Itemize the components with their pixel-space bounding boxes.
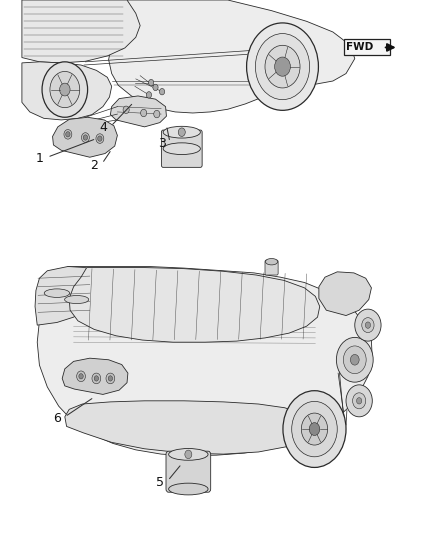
Ellipse shape	[169, 483, 208, 495]
Text: 3: 3	[158, 138, 166, 150]
FancyBboxPatch shape	[265, 260, 278, 275]
FancyBboxPatch shape	[344, 39, 390, 55]
Circle shape	[148, 79, 154, 86]
Circle shape	[94, 376, 99, 381]
Circle shape	[185, 450, 192, 458]
Circle shape	[159, 88, 165, 95]
Polygon shape	[53, 117, 117, 157]
Text: 6: 6	[53, 412, 61, 425]
Circle shape	[301, 413, 328, 445]
FancyBboxPatch shape	[161, 130, 202, 167]
Text: 5: 5	[156, 476, 164, 489]
Circle shape	[60, 83, 70, 96]
Circle shape	[283, 391, 346, 467]
Polygon shape	[69, 268, 320, 342]
Ellipse shape	[64, 295, 88, 304]
Circle shape	[178, 128, 185, 136]
Circle shape	[343, 346, 366, 374]
Circle shape	[275, 57, 290, 76]
Circle shape	[154, 110, 160, 118]
Text: 1: 1	[35, 152, 43, 165]
Circle shape	[292, 401, 337, 457]
Polygon shape	[37, 266, 372, 456]
Polygon shape	[109, 0, 355, 113]
Circle shape	[353, 393, 366, 409]
Circle shape	[309, 423, 320, 435]
Ellipse shape	[169, 449, 208, 460]
Polygon shape	[62, 358, 128, 394]
Polygon shape	[35, 266, 95, 325]
Polygon shape	[65, 401, 311, 454]
Circle shape	[247, 23, 318, 110]
Circle shape	[255, 34, 310, 100]
Circle shape	[336, 337, 373, 382]
Ellipse shape	[163, 126, 200, 138]
Circle shape	[108, 376, 113, 381]
Circle shape	[42, 62, 88, 117]
Circle shape	[96, 134, 104, 143]
Circle shape	[350, 354, 359, 365]
Ellipse shape	[163, 143, 200, 155]
Circle shape	[106, 373, 115, 384]
Circle shape	[83, 135, 88, 140]
Circle shape	[50, 71, 80, 108]
Circle shape	[265, 45, 300, 88]
Polygon shape	[110, 96, 166, 127]
FancyBboxPatch shape	[166, 451, 211, 492]
Circle shape	[355, 309, 381, 341]
Ellipse shape	[265, 259, 278, 265]
Circle shape	[346, 385, 372, 417]
Circle shape	[153, 84, 158, 91]
Circle shape	[123, 106, 129, 114]
Circle shape	[98, 136, 102, 141]
Circle shape	[64, 130, 72, 139]
Ellipse shape	[44, 289, 70, 297]
Circle shape	[357, 398, 362, 404]
Polygon shape	[22, 0, 140, 63]
Circle shape	[92, 373, 101, 384]
Circle shape	[77, 371, 85, 382]
Circle shape	[365, 322, 371, 328]
Circle shape	[66, 132, 70, 137]
Circle shape	[362, 318, 374, 333]
Circle shape	[146, 92, 152, 98]
Text: FWD: FWD	[346, 43, 374, 52]
Polygon shape	[22, 62, 112, 120]
Circle shape	[81, 133, 89, 142]
Polygon shape	[319, 272, 371, 316]
Text: 4: 4	[99, 122, 107, 134]
Circle shape	[79, 374, 83, 379]
Text: 2: 2	[90, 159, 98, 172]
Circle shape	[141, 109, 147, 117]
